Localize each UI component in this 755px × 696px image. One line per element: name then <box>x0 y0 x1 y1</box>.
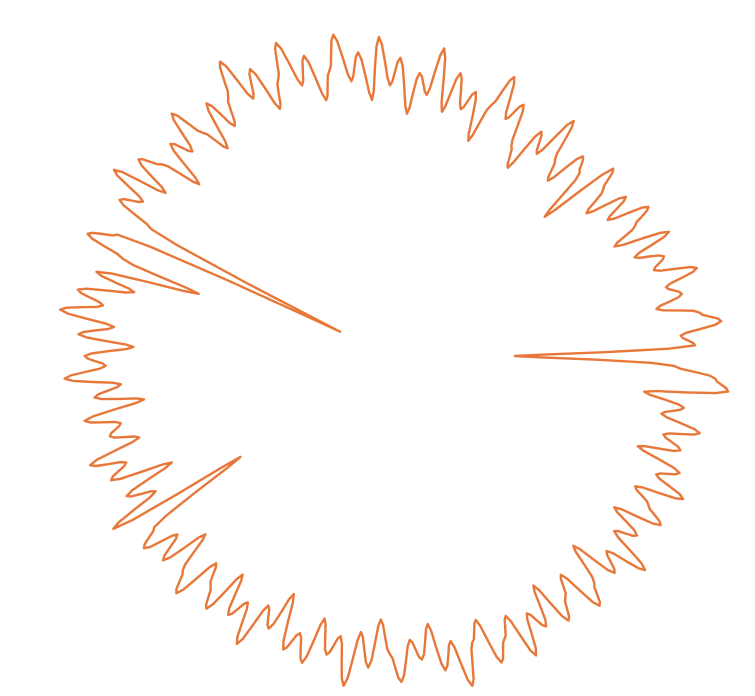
series-line <box>59 33 730 688</box>
